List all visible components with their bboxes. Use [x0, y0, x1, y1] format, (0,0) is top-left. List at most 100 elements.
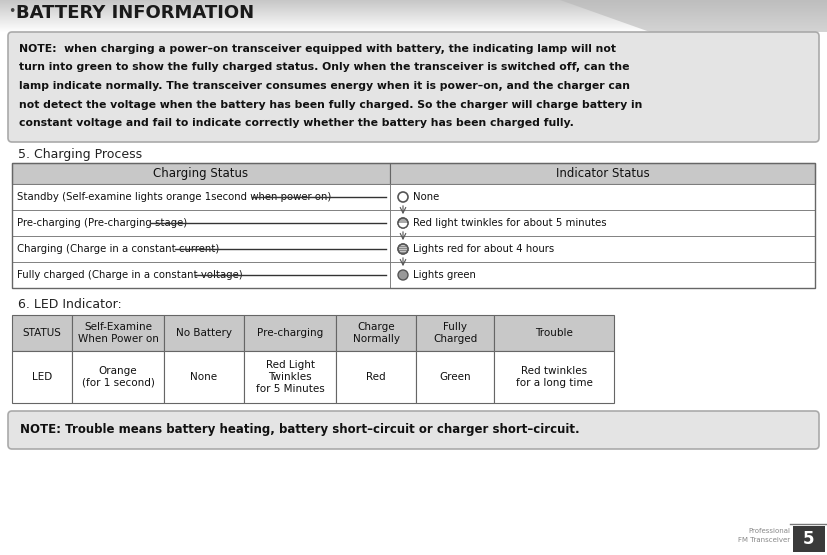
Bar	[494, 315, 614, 351]
Circle shape	[398, 218, 408, 228]
Bar	[0, 17, 827, 18]
Bar	[0, 2, 827, 3]
Bar	[0, 1, 827, 2]
Bar	[12, 262, 390, 288]
Bar	[0, 11, 827, 12]
Text: 5. Charging Process: 5. Charging Process	[18, 148, 142, 161]
Polygon shape	[560, 0, 827, 32]
Bar	[164, 351, 244, 403]
Bar	[12, 315, 72, 351]
Bar	[12, 236, 390, 262]
Text: STATUS: STATUS	[22, 328, 61, 338]
FancyBboxPatch shape	[8, 411, 819, 449]
Text: BATTERY INFORMATION: BATTERY INFORMATION	[16, 4, 254, 22]
Bar	[0, 4, 827, 5]
Text: 5: 5	[803, 530, 815, 548]
Bar	[0, 30, 827, 31]
Bar	[0, 5, 827, 6]
Text: Charge
Normally: Charge Normally	[352, 322, 399, 344]
Bar	[0, 27, 827, 28]
Bar	[0, 25, 827, 26]
Bar	[0, 0, 827, 1]
Bar	[12, 163, 815, 288]
Bar	[0, 24, 827, 25]
Bar	[72, 351, 164, 403]
Bar	[0, 22, 827, 23]
Bar	[390, 210, 815, 236]
Text: Pre-charging (Pre-charging stage): Pre-charging (Pre-charging stage)	[17, 218, 187, 228]
Text: NOTE:  when charging a power–on transceiver equipped with battery, the indicatin: NOTE: when charging a power–on transceiv…	[19, 44, 616, 54]
Bar	[0, 8, 827, 9]
Bar	[0, 18, 827, 19]
Text: No Battery: No Battery	[176, 328, 232, 338]
Bar	[0, 6, 827, 7]
Text: Lights green: Lights green	[413, 270, 476, 280]
Text: Orange
(for 1 second): Orange (for 1 second)	[82, 366, 155, 388]
Bar	[336, 351, 416, 403]
Bar	[0, 29, 827, 30]
Text: 6. LED Indicator:: 6. LED Indicator:	[18, 298, 122, 311]
Bar	[72, 315, 164, 351]
Bar	[244, 351, 336, 403]
Bar	[0, 19, 827, 20]
Bar	[336, 315, 416, 351]
Bar	[416, 315, 494, 351]
Text: FM Transceiver: FM Transceiver	[738, 537, 790, 543]
Bar	[164, 315, 244, 351]
Bar	[0, 21, 827, 22]
Text: Charging (Charge in a constant current): Charging (Charge in a constant current)	[17, 244, 219, 254]
Bar	[390, 262, 815, 288]
Bar	[390, 163, 815, 184]
Text: constant voltage and fail to indicate correctly whether the battery has been cha: constant voltage and fail to indicate co…	[19, 118, 574, 128]
Text: Trouble: Trouble	[535, 328, 573, 338]
Bar	[0, 14, 827, 15]
Bar	[0, 9, 827, 10]
Bar	[0, 13, 827, 14]
Bar	[0, 26, 827, 27]
Text: Lights red for about 4 hours: Lights red for about 4 hours	[413, 244, 554, 254]
Text: •: •	[8, 5, 16, 18]
Text: Professional: Professional	[748, 528, 790, 534]
Bar	[244, 315, 336, 351]
Bar	[390, 184, 815, 210]
Bar	[0, 3, 827, 4]
Bar	[0, 15, 827, 16]
Bar	[0, 28, 827, 29]
Text: Green: Green	[439, 372, 471, 382]
Text: Fully
Charged: Fully Charged	[433, 322, 477, 344]
Text: Red light twinkles for about 5 minutes: Red light twinkles for about 5 minutes	[413, 218, 607, 228]
Bar	[12, 351, 72, 403]
Bar	[12, 184, 390, 210]
Bar	[12, 163, 390, 184]
Bar	[0, 7, 827, 8]
Text: Red twinkles
for a long time: Red twinkles for a long time	[515, 366, 592, 388]
Text: Pre-charging: Pre-charging	[257, 328, 323, 338]
Bar	[390, 236, 815, 262]
Bar	[416, 351, 494, 403]
Text: Self-Examine
When Power on: Self-Examine When Power on	[78, 322, 159, 344]
Bar	[0, 12, 827, 13]
Bar	[0, 31, 827, 32]
Text: Indicator Status: Indicator Status	[556, 167, 649, 180]
Text: NOTE: Trouble means battery heating, battery short–circuit or charger short–circ: NOTE: Trouble means battery heating, bat…	[20, 423, 580, 436]
Text: None: None	[190, 372, 218, 382]
Text: turn into green to show the fully charged status. Only when the transceiver is s: turn into green to show the fully charge…	[19, 63, 629, 73]
Text: Charging Status: Charging Status	[154, 167, 249, 180]
Bar	[0, 23, 827, 24]
Circle shape	[398, 270, 408, 280]
Text: lamp indicate normally. The transceiver consumes energy when it is power–on, and: lamp indicate normally. The transceiver …	[19, 81, 630, 91]
Text: Red: Red	[366, 372, 386, 382]
Text: Standby (Self-examine lights orange 1second when power on): Standby (Self-examine lights orange 1sec…	[17, 192, 332, 202]
Bar	[0, 20, 827, 21]
Bar	[12, 210, 390, 236]
Bar	[494, 351, 614, 403]
Circle shape	[398, 244, 408, 254]
Wedge shape	[398, 223, 408, 228]
Text: not detect the voltage when the battery has been fully charged. So the charger w: not detect the voltage when the battery …	[19, 99, 643, 109]
FancyBboxPatch shape	[8, 32, 819, 142]
Text: LED: LED	[32, 372, 52, 382]
Text: Red Light
Twinkles
for 5 Minutes: Red Light Twinkles for 5 Minutes	[256, 360, 324, 393]
Text: None: None	[413, 192, 439, 202]
Bar	[0, 16, 827, 17]
Bar	[0, 10, 827, 11]
